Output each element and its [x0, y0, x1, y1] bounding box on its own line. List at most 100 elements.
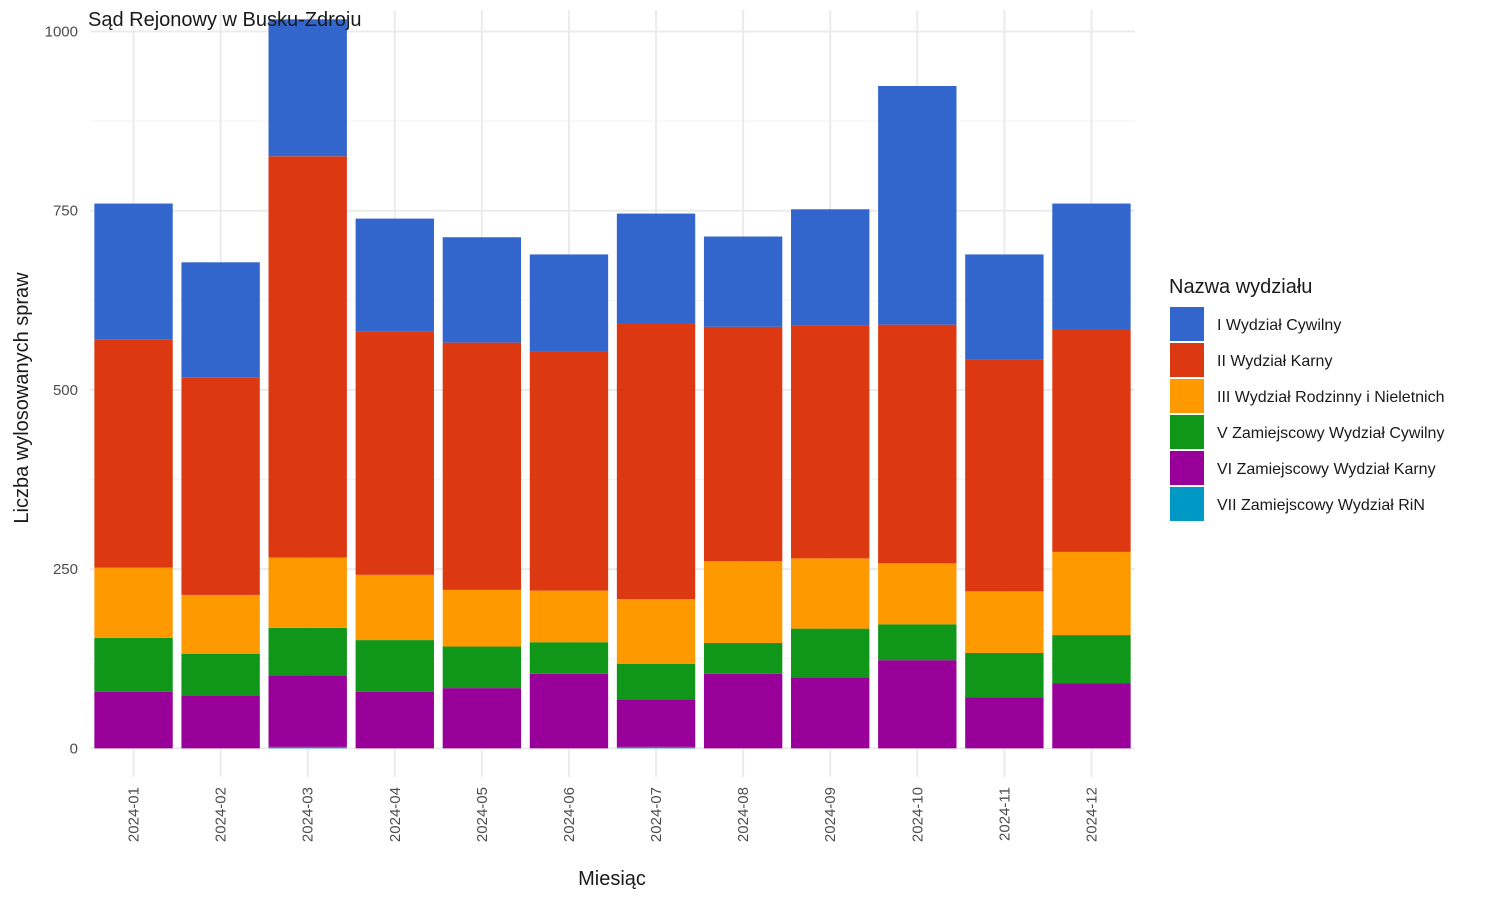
bar-segment: [1052, 683, 1131, 749]
bar-segment: [268, 557, 347, 628]
chart-title: Sąd Rejonowy w Busku-Zdroju: [88, 9, 361, 31]
bar-segment: [616, 213, 696, 324]
bar-segment: [529, 673, 609, 749]
bar-segment: [268, 19, 347, 157]
bar-segment: [965, 697, 1044, 749]
legend-key: [1170, 451, 1204, 485]
bar-segment: [878, 324, 957, 564]
bar-segment: [703, 673, 783, 749]
bar-segment: [1052, 203, 1131, 329]
bar-segment: [442, 688, 522, 749]
bar-segment: [965, 591, 1044, 653]
bar-segment: [965, 254, 1044, 360]
legend-key: [1170, 379, 1204, 413]
bar-segment: [1052, 635, 1131, 684]
bar-segment: [181, 653, 260, 696]
x-tick-label: 2024-03: [300, 787, 317, 842]
bar-segment: [616, 323, 696, 600]
bar-segment: [268, 675, 347, 747]
bar-segment: [268, 627, 347, 676]
x-tick-label: 2024-10: [909, 787, 926, 842]
y-tick-label: 0: [70, 740, 78, 757]
bar-segment: [791, 209, 870, 326]
bar-segment: [355, 640, 434, 692]
bar-segment: [878, 85, 957, 325]
y-tick-label: 250: [53, 561, 78, 578]
x-tick-label: 2024-09: [822, 787, 839, 842]
bar-segment: [529, 254, 609, 352]
bar-segment: [94, 203, 173, 340]
bar-segment: [94, 567, 173, 638]
x-tick-label: 2024-05: [474, 787, 491, 842]
legend-label: III Wydział Rodzinny i Nieletnich: [1217, 389, 1445, 406]
x-tick-label: 2024-07: [648, 787, 665, 842]
bar-segment: [878, 624, 957, 661]
legend-title: Nazwa wydziału: [1169, 276, 1312, 298]
legend-label: I Wydział Cywilny: [1217, 317, 1341, 334]
bar-segment: [878, 563, 957, 625]
bar-segment: [529, 351, 609, 591]
bar-segment: [965, 359, 1044, 592]
bar-segment: [442, 237, 522, 343]
bar-segment: [703, 326, 783, 562]
x-tick-label: 2024-01: [126, 787, 143, 842]
y-tick-label: 750: [53, 203, 78, 220]
legend-label: VII Zamiejscowy Wydział RiN: [1217, 497, 1425, 514]
bar-segment: [1052, 328, 1131, 552]
x-tick-label: 2024-11: [996, 787, 1013, 841]
bar-segment: [181, 594, 260, 654]
bar-segment: [791, 677, 870, 749]
legend-label: II Wydział Karny: [1217, 353, 1332, 370]
bar-segment: [703, 642, 783, 674]
bar-segment: [355, 331, 434, 575]
bar-segment: [616, 746, 696, 749]
legend-label: V Zamiejscowy Wydział Cywilny: [1217, 425, 1444, 442]
bar-segment: [1052, 551, 1131, 636]
legend-key: [1170, 343, 1204, 377]
bar-segment: [791, 325, 870, 559]
legend-key: [1170, 415, 1204, 449]
bar-segment: [355, 218, 434, 332]
bar-segment: [703, 561, 783, 643]
bar-segment: [181, 262, 260, 378]
bar-segment: [616, 699, 696, 747]
x-tick-label: 2024-08: [735, 787, 752, 842]
x-axis-title: Miesiąc: [578, 868, 646, 890]
y-tick-label: 500: [53, 382, 78, 399]
bar-segment: [529, 590, 609, 643]
bar-segment: [355, 574, 434, 641]
bar-segment: [442, 342, 522, 590]
bar-segment: [878, 660, 957, 749]
bar-segment: [268, 746, 347, 749]
bars-layer: [94, 19, 1131, 749]
legend-key: [1170, 487, 1204, 521]
bar-segment: [94, 339, 173, 568]
legend-key: [1170, 307, 1204, 341]
bar-segment: [94, 691, 173, 749]
x-tick-label: 2024-06: [561, 787, 578, 842]
y-axis-title: Liczba wylosowanych spraw: [11, 272, 33, 524]
bar-segment: [791, 558, 870, 629]
bar-segment: [703, 236, 783, 327]
x-tick-label: 2024-12: [1083, 787, 1100, 842]
y-tick-label: 1000: [45, 24, 78, 41]
bar-segment: [529, 642, 609, 674]
x-tick-label: 2024-04: [387, 787, 404, 842]
bar-segment: [181, 377, 260, 595]
bar-segment: [616, 599, 696, 664]
bar-segment: [181, 695, 260, 749]
bar-segment: [442, 589, 522, 647]
bar-segment: [355, 691, 434, 749]
bar-segment: [965, 652, 1044, 698]
legend: Nazwa wydziału I Wydział Cywilny II Wydzi…: [1169, 276, 1445, 521]
y-axis: 0 250 500 750 1000: [45, 24, 78, 758]
bar-segment: [268, 156, 347, 558]
x-axis: 2024-01 2024-02 2024-03 2024-04 2024-05 2024-…: [126, 787, 1101, 842]
bar-segment: [442, 646, 522, 689]
bar-segment: [791, 628, 870, 678]
x-tick-label: 2024-02: [213, 787, 230, 842]
legend-label: VI Zamiejscowy Wydział Karny: [1217, 461, 1436, 478]
bar-segment: [94, 637, 173, 692]
